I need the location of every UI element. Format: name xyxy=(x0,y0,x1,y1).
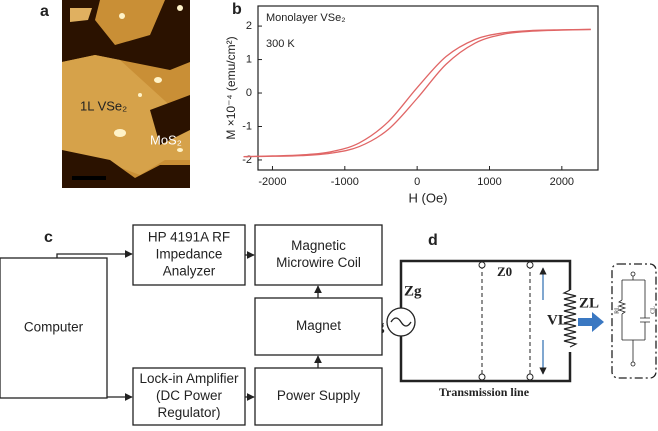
block-label: Magnetic xyxy=(291,238,346,253)
y-tick-label: 1 xyxy=(246,53,252,65)
x-tick-label: 0 xyxy=(414,176,420,188)
curve xyxy=(243,28,591,158)
block-label: Regulator) xyxy=(157,405,220,420)
block-label: Power Supply xyxy=(277,388,361,403)
circuit-label: RL xyxy=(614,306,620,314)
block-label: Magnet xyxy=(296,318,341,333)
circuit xyxy=(386,259,657,383)
x-tick-label: -1000 xyxy=(331,176,359,188)
block xyxy=(132,224,246,286)
afm-label: MoS₂ xyxy=(150,132,182,147)
block xyxy=(0,257,108,399)
circuit-label: Z0 xyxy=(497,264,512,279)
x-tick-label: -2000 xyxy=(258,176,286,188)
panel-label: c xyxy=(44,229,53,246)
arrow xyxy=(56,250,133,258)
block xyxy=(254,367,383,426)
block-label: (DC Power xyxy=(156,388,223,403)
y-tick-label: 2 xyxy=(246,20,252,32)
block-label: Impedance xyxy=(156,247,223,262)
block-label: Computer xyxy=(24,320,84,335)
block xyxy=(254,224,383,286)
x-axis-label: H (Oe) xyxy=(409,190,448,205)
afm-image xyxy=(62,0,190,188)
circuit-label: Zg xyxy=(404,283,422,299)
chart-title: Monolayer VSe₂ xyxy=(266,12,345,24)
y-axis-label: M ×10⁻⁴ (emu/cm²) xyxy=(224,36,238,139)
x-tick-label: 1000 xyxy=(477,176,501,188)
block-label: Lock-in Amplifier xyxy=(139,371,239,386)
panel-label: a xyxy=(40,3,49,20)
block-label: HP 4191A RF xyxy=(148,230,230,245)
circuit-caption: Transmission line xyxy=(439,385,530,399)
block-label: Analyzer xyxy=(163,264,216,279)
chart-subtitle: 300 K xyxy=(266,38,295,50)
x-tick-label: 2000 xyxy=(550,176,574,188)
panel-label: d xyxy=(428,232,438,249)
panel-label: b xyxy=(232,1,242,18)
y-tick-label: -1 xyxy=(242,120,252,132)
y-tick-label: -2 xyxy=(242,154,252,166)
circuit-label: VL xyxy=(547,312,568,328)
block xyxy=(254,297,383,356)
block xyxy=(132,367,246,426)
circuit-label: CL xyxy=(650,306,656,314)
curve xyxy=(243,28,591,158)
block-label: Microwire Coil xyxy=(276,255,361,270)
plot-frame xyxy=(257,5,599,171)
circuit-label: ZL xyxy=(579,295,599,311)
y-tick-label: 0 xyxy=(246,87,252,99)
afm-label: 1L VSe₂ xyxy=(80,98,127,113)
